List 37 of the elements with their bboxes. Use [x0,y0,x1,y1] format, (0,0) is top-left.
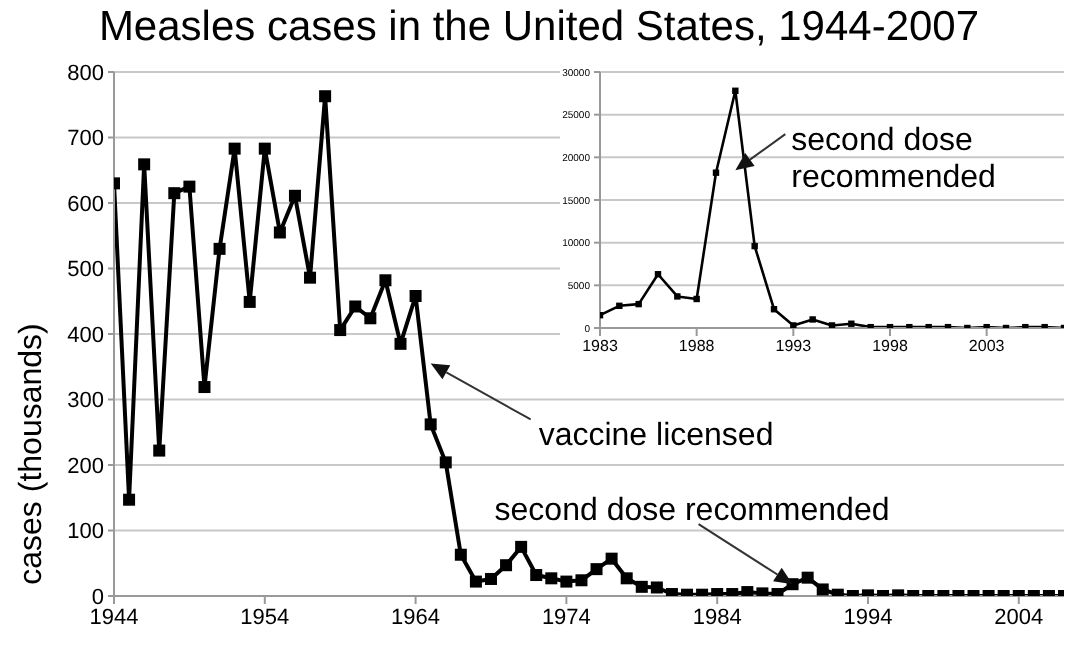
point [693,295,700,303]
x-tick-label: 1944 [89,605,139,630]
x-tick-label: 2003 [968,337,1006,356]
y-tick-label: 400 [67,323,104,348]
x-tick-label: 1974 [541,605,591,630]
y-tick-label: 600 [67,192,104,217]
y-tick-label: 800 [67,61,104,86]
y-tick-label: 700 [67,127,104,152]
x-tick-label: 1983 [582,337,619,356]
x-tick-label: 1998 [872,337,909,356]
point [635,300,642,308]
y-axis-title: cases (thousands) [15,323,50,585]
y-tick-label: 100 [67,520,104,545]
point [712,169,720,176]
y-tick-label: 300 [67,389,104,414]
x-tick-label: 1993 [775,337,813,356]
x-tick-label: 2004 [994,605,1044,630]
point [732,87,739,94]
point [828,322,836,328]
point [790,322,797,328]
x-tick-label: 1954 [240,605,290,630]
point [751,242,758,250]
x-tick-label: 1988 [678,337,716,356]
annotation: vaccine licensed [538,419,774,454]
y-tick-label: 0 [91,585,104,610]
y-tick-label: 200 [67,454,104,479]
point [848,320,855,327]
x-tick-label: 1964 [391,605,441,630]
point [809,316,816,323]
point [616,302,623,310]
y-tick-label: 500 [67,258,104,283]
x-tick-label: 1984 [692,605,742,630]
annotation: second dose recommended [791,124,996,195]
x-tick-label: 1994 [843,605,893,630]
point [674,293,681,300]
annotation: second dose recommended [494,494,890,529]
chart-title: Measles cases in the United States, 1944-2007 [96,4,982,52]
